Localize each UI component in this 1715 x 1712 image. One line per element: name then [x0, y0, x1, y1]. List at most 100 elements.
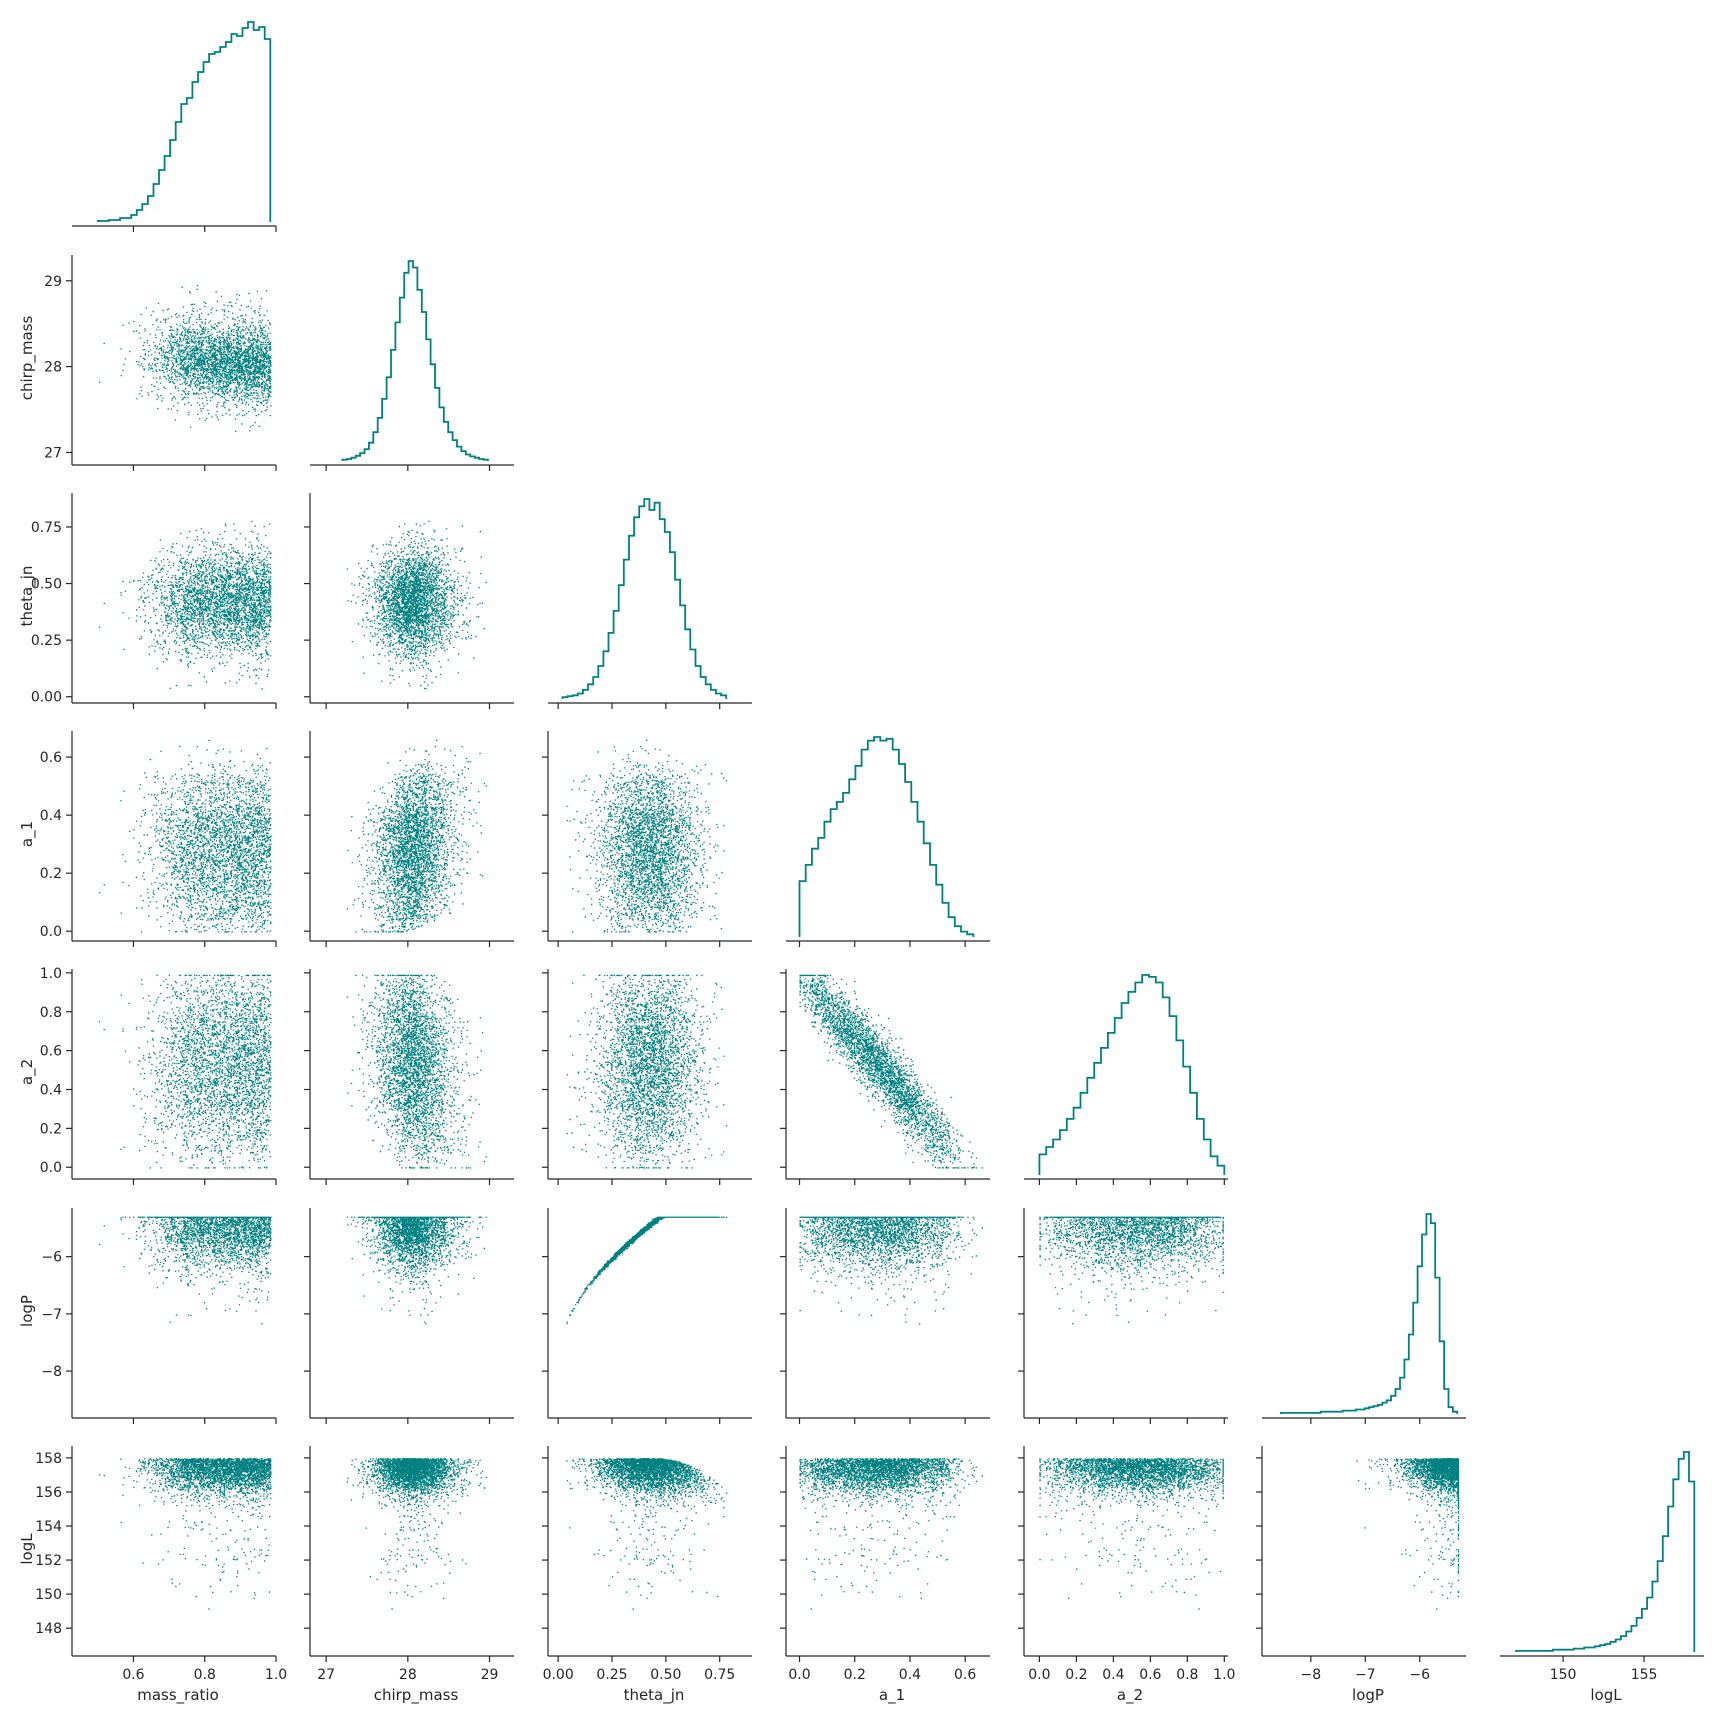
x-axis-label-chirp_mass: chirp_mass [374, 1686, 459, 1705]
x-tick-label: −6 [1409, 1667, 1430, 1683]
panel-logP-vs-logP [1262, 1213, 1466, 1424]
histogram-logP [1280, 1213, 1459, 1414]
y-tick-label: 0.2 [40, 1121, 62, 1137]
x-tick-label: 0.2 [1065, 1667, 1087, 1683]
panel-mass_ratio-vs-logL: 0.6 0.8 1.0 mass_ratio 148 150 152 154 156 158 log… [18, 1446, 287, 1705]
y-axis-label-theta_jn: theta_jn [18, 566, 37, 627]
y-tick-label: 0.6 [40, 1044, 62, 1060]
panel-chirp_mass-vs-a_2 [304, 969, 514, 1185]
scatter-points-a_2-logL [1039, 1458, 1224, 1610]
y-axis-label-a_2: a_2 [18, 1059, 37, 1085]
panel-theta_jn-vs-a_1 [542, 731, 752, 947]
x-axis-label-theta_jn: theta_jn [624, 1686, 685, 1705]
x-tick-label: 155 [1631, 1667, 1658, 1683]
scatter-points-mass_ratio-theta_jn [98, 520, 272, 690]
y-tick-label: 0.8 [40, 1005, 62, 1021]
panel-chirp_mass-vs-a_1 [304, 731, 514, 947]
x-axis-label-logL: logL [1590, 1686, 1622, 1704]
scatter-points-a_1-a_2 [799, 974, 983, 1169]
y-tick-label: 152 [35, 1553, 62, 1569]
x-tick-label: 0.6 [954, 1667, 976, 1683]
y-tick-label: 27 [44, 445, 62, 461]
scatter-points-a_2-logP [1039, 1216, 1224, 1325]
x-axis-label-logP: logP [1352, 1686, 1384, 1704]
panel-mass_ratio-vs-theta_jn: 0.00 0.25 0.50 0.75 theta_jn [18, 493, 277, 709]
y-tick-label: 154 [35, 1519, 62, 1535]
x-tick-label: 0.4 [899, 1667, 921, 1683]
x-tick-label: 0.25 [596, 1667, 627, 1683]
x-tick-label: 0.00 [543, 1667, 574, 1683]
panel-chirp_mass-vs-logP [304, 1208, 514, 1424]
y-tick-label: 1.0 [40, 966, 62, 982]
panel-a_2-vs-a_2 [1024, 974, 1228, 1185]
y-tick-label: 0.2 [40, 866, 62, 882]
x-tick-label: 0.50 [650, 1667, 681, 1683]
scatter-points-theta_jn-logP [566, 1216, 728, 1325]
y-axis-label-chirp_mass: chirp_mass [18, 316, 37, 401]
scatter-points-theta_jn-logL [566, 1458, 728, 1610]
y-tick-label: 0.0 [40, 1160, 62, 1176]
panel-a_1-vs-a_1 [786, 736, 990, 947]
y-tick-label: 0.50 [31, 577, 62, 593]
y-tick-label: 0.4 [40, 1082, 62, 1098]
y-tick-label: 0.75 [31, 520, 62, 536]
histogram-mass_ratio [96, 21, 272, 222]
scatter-points-theta_jn-a_1 [566, 739, 728, 933]
x-tick-label: 150 [1550, 1667, 1577, 1683]
y-tick-label: 29 [44, 274, 62, 290]
panel-mass_ratio-vs-mass_ratio [72, 21, 277, 232]
y-tick-label: 0.0 [40, 924, 62, 940]
panel-theta_jn-vs-logL: 0.00 0.25 0.50 0.75 theta_jn [542, 1446, 752, 1705]
y-tick-label: 0.00 [31, 690, 62, 706]
y-tick-label: 28 [44, 360, 62, 376]
x-tick-label: 27 [317, 1667, 335, 1683]
y-tick-label: −6 [41, 1250, 62, 1266]
panel-theta_jn-vs-theta_jn [548, 498, 752, 709]
x-tick-label: −7 [1355, 1667, 1376, 1683]
x-tick-label: 0.2 [844, 1667, 866, 1683]
scatter-points-mass_ratio-logP [98, 1216, 272, 1325]
x-axis-label-a_1: a_1 [879, 1686, 905, 1705]
y-tick-label: 150 [35, 1587, 62, 1603]
y-tick-label: −7 [41, 1307, 62, 1323]
x-axis-label-a_2: a_2 [1117, 1686, 1143, 1705]
scatter-points-mass_ratio-a_1 [98, 739, 272, 933]
panel-mass_ratio-vs-a_2: 0.0 0.2 0.4 0.6 0.8 1.0 a_2 [18, 966, 277, 1185]
y-tick-label: 0.6 [40, 750, 62, 766]
histogram-logL [1515, 1451, 1696, 1652]
y-tick-label: 0.25 [31, 633, 62, 649]
panel-chirp_mass-vs-theta_jn [304, 493, 514, 709]
scatter-points-theta_jn-a_2 [566, 974, 728, 1169]
histogram-a_1 [798, 736, 975, 937]
panel-mass_ratio-vs-a_1: 0.0 0.2 0.4 0.6 a_1 [18, 731, 277, 947]
panel-logL-vs-logL: 150 155 logL [1500, 1451, 1704, 1704]
panel-mass_ratio-vs-logP: −8 −7 −6 logP [18, 1208, 277, 1424]
x-tick-label: 0.0 [788, 1667, 810, 1683]
panel-logP-vs-logL: −8 −7 −6 logP [1256, 1446, 1466, 1704]
panel-mass_ratio-vs-chirp_mass: 27 28 29 chirp_mass [18, 255, 277, 471]
panel-theta_jn-vs-logP [542, 1208, 752, 1424]
y-tick-label: 156 [35, 1485, 62, 1501]
x-tick-label: 1.0 [265, 1667, 287, 1683]
scatter-points-mass_ratio-chirp_mass [98, 285, 272, 433]
x-tick-label: 0.8 [1176, 1667, 1198, 1683]
x-tick-label: 29 [481, 1667, 499, 1683]
y-tick-label: 0.4 [40, 808, 62, 824]
scatter-points-chirp_mass-a_1 [346, 739, 487, 933]
histogram-chirp_mass [341, 260, 489, 461]
scatter-points-a_1-logL [799, 1458, 983, 1610]
scatter-points-chirp_mass-logL [346, 1458, 487, 1610]
panel-a_2-vs-logP [1018, 1208, 1228, 1424]
x-tick-label: 0.4 [1102, 1667, 1124, 1683]
panel-a_2-vs-logL: 0.0 0.2 0.4 0.6 0.8 1.0 a_2 [1018, 1446, 1235, 1705]
x-axis-label-mass_ratio: mass_ratio [137, 1686, 219, 1705]
y-tick-label: 148 [35, 1621, 62, 1637]
panel-chirp_mass-vs-chirp_mass [310, 260, 514, 471]
x-tick-label: 0.75 [704, 1667, 735, 1683]
x-tick-label: 0.6 [1139, 1667, 1161, 1683]
x-tick-label: 0.0 [1028, 1667, 1050, 1683]
scatter-points-chirp_mass-logP [346, 1216, 487, 1325]
panel-theta_jn-vs-a_2 [542, 969, 752, 1185]
scatter-points-logP-logL [1356, 1458, 1460, 1610]
